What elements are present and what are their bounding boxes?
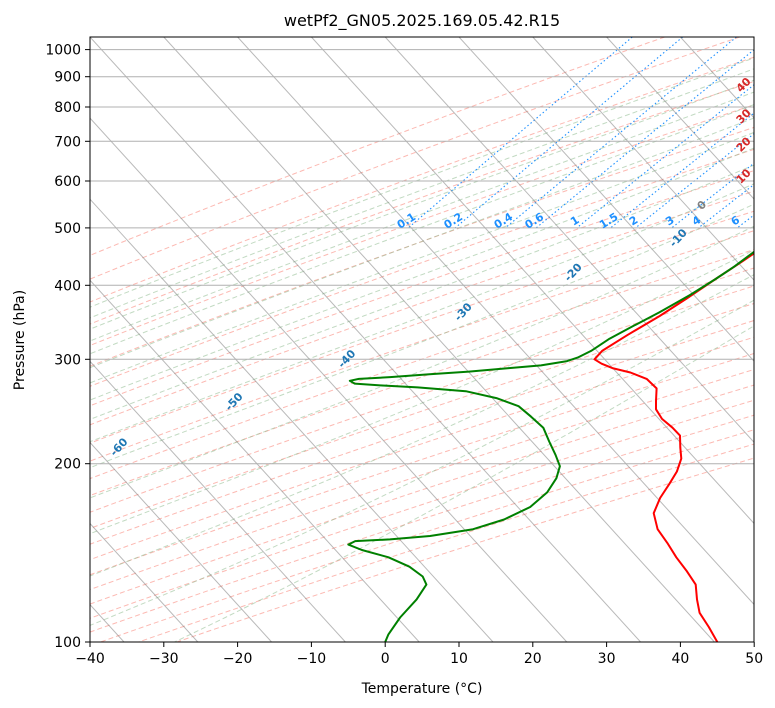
moist-adiabat-line xyxy=(90,57,754,308)
x-tick-label: 50 xyxy=(745,651,763,667)
mixing-ratio-line xyxy=(535,49,754,229)
mixing-ratio-line xyxy=(504,37,737,229)
dry-adiabat-line xyxy=(90,104,754,346)
isotherm-line xyxy=(90,279,420,642)
dry-adiabat-line xyxy=(90,267,754,497)
dry-adiabat-line xyxy=(90,285,754,513)
x-tick-label: 30 xyxy=(598,651,616,667)
moist-adiabat-line xyxy=(90,299,754,626)
moist-adiabat-line xyxy=(90,117,754,369)
isotherm-line xyxy=(384,37,754,443)
y-tick-label: 400 xyxy=(54,278,81,294)
dry-adiabat-line xyxy=(90,384,754,605)
background-lines xyxy=(90,37,754,642)
isotherm-line xyxy=(90,117,568,642)
mixing-ratio-line xyxy=(610,112,754,229)
isotherm-line xyxy=(90,441,272,642)
y-tick-label: 800 xyxy=(54,100,81,116)
y-tick-label: 100 xyxy=(54,635,81,651)
dewpoint-profile-line xyxy=(347,250,754,642)
moist-adiabat-line xyxy=(90,147,754,401)
x-tick-label: 0 xyxy=(381,651,390,667)
x-tick-label: 20 xyxy=(524,651,542,667)
y-tick-label: 500 xyxy=(54,221,81,237)
y-tick-label: 200 xyxy=(54,457,81,473)
isotherm-line xyxy=(532,37,754,281)
dry-adiabat-line xyxy=(90,336,754,561)
mixing-ratio-line xyxy=(576,84,754,229)
plot-frame xyxy=(89,36,755,643)
dry-adiabat-line xyxy=(90,230,754,462)
dry-adiabat-line xyxy=(90,190,754,426)
y-tick-label: 300 xyxy=(54,352,81,368)
isotherm-line xyxy=(311,37,754,525)
mixing-ratio-line xyxy=(454,37,684,229)
dry-adiabat-line xyxy=(90,249,754,480)
x-tick-label: −20 xyxy=(223,651,253,667)
dry-adiabat-line xyxy=(90,37,740,280)
dry-adiabat-line xyxy=(90,320,754,545)
moist-adiabat-line xyxy=(90,68,754,319)
moist-adiabat-line xyxy=(90,164,754,420)
y-tick-label: 700 xyxy=(54,134,81,150)
isotherm-line xyxy=(458,37,754,362)
moist-adiabat-line xyxy=(90,104,754,355)
y-tick-label: 1000 xyxy=(45,43,81,59)
dry-adiabat-line xyxy=(90,148,754,387)
y-tick-label: 900 xyxy=(54,70,81,86)
x-tick-label: 10 xyxy=(450,651,468,667)
chart-title: wetPf2_GN05.2025.169.05.42.R15 xyxy=(284,11,560,31)
profile-lines xyxy=(347,250,754,642)
moist-adiabat-line xyxy=(90,203,754,469)
mixing-ratio-line xyxy=(407,37,633,229)
dry-adiabat-line xyxy=(90,303,754,529)
moist-adiabat-line xyxy=(90,79,754,330)
grid-lines xyxy=(90,37,754,642)
isotherm-line xyxy=(90,522,199,642)
isotherm-line xyxy=(90,360,346,642)
temperature-profile-line xyxy=(593,252,754,642)
x-tick-label: 40 xyxy=(671,651,689,667)
moist-adiabat-line xyxy=(90,91,754,342)
dry-adiabat-line xyxy=(90,56,754,303)
dry-adiabat-line xyxy=(90,210,754,444)
y-tick-label: 600 xyxy=(54,174,81,190)
isotherm-line xyxy=(237,37,754,606)
isotherm-line xyxy=(90,198,494,642)
dry-adiabat-line xyxy=(90,352,754,576)
x-tick-label: −10 xyxy=(297,651,327,667)
isotherm-line xyxy=(163,37,715,642)
y-axis-label: Pressure (hPa) xyxy=(12,290,28,390)
x-tick-label: −40 xyxy=(75,651,105,667)
x-tick-label: −30 xyxy=(149,651,179,667)
isotherm-line xyxy=(90,37,641,642)
x-axis-label: Temperature (°C) xyxy=(361,681,483,697)
moist-adiabat-line xyxy=(174,325,754,642)
moist-adiabat-line xyxy=(90,274,754,577)
axes: −40 −30 −20 −10 0 10 20 30 40 50 100 200 300 400 500 60… xyxy=(45,43,763,667)
isotherm-line xyxy=(606,37,754,200)
mixing-ratio-line xyxy=(671,162,754,229)
